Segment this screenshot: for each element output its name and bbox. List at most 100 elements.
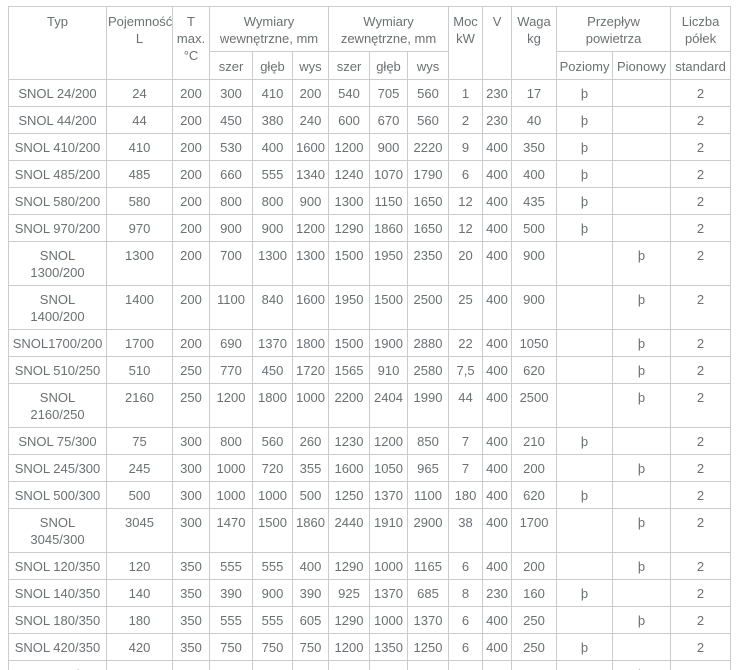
cell-pionowy [612,187,672,215]
cell-wewn-wys: 1860 [292,508,329,553]
cell-v: 230 [482,79,513,107]
cell-v: 400 [482,383,513,428]
cell-zewn-gleb: 1150 [369,187,408,215]
table-row: SNOL 75/300 75 300 800 560 260 1230 1200 850 7 400… [8,427,732,455]
cell-moc: 25 [448,285,484,330]
cell-wewn-wys: 355 [292,454,329,482]
cell-zewn-szer: 2440 [328,508,370,553]
cell-zewn-wys: 1250 [406,633,450,661]
cell-moc: 12 [448,187,484,215]
cell-wewn-wys: 1000 [292,383,329,428]
cell-zewn-gleb: 1370 [369,481,408,509]
table-row: SNOL 180/350 180 350 555 555 605 1290 1000 1370 6… [8,606,732,634]
cell-poziomy: þ [556,79,614,107]
cell-zewn-szer: 1730 [328,660,370,670]
cell-pionowy [612,160,672,188]
cell-typ: SNOL 2160/250 [8,383,107,428]
cell-poziomy: þ [556,481,614,509]
cell-zewn-wys: 965 [406,454,450,482]
cell-zewn-szer: 1200 [328,633,370,661]
cell-zewn-gleb: 1350 [369,633,408,661]
cell-polki: 2 [670,552,732,580]
cell-typ: SNOL 140/350 [8,579,107,607]
col-header-waga: Waga kg [511,6,558,80]
cell-pojemnosc: 420 [106,633,173,661]
cell-t-max: 350 [172,552,210,580]
cell-wewn-gleb: 1000 [252,481,293,509]
cell-v: 400 [482,481,513,509]
cell-zewn-gleb: 1070 [369,160,408,188]
col-group-przeplyw-powietrza: Przepływ powietrza [556,6,672,52]
cell-v: 400 [482,187,513,215]
cell-poziomy: þ [556,133,614,161]
cell-pojemnosc: 970 [106,214,173,242]
cell-wewn-wys: 1300 [292,241,329,286]
cell-zewn-szer: 1290 [328,214,370,242]
cell-t-max: 200 [172,329,210,357]
cell-waga: 2500 [511,383,558,428]
cell-typ: SNOL 1300/200 [8,241,107,286]
cell-wewn-gleb: 400 [252,133,293,161]
cell-zewn-szer: 1290 [328,606,370,634]
cell-zewn-wys: 1650 [406,187,450,215]
table-row: SNOL 420/350 420 350 750 750 750 1200 1350 1250 6… [8,633,732,661]
cell-pojemnosc: 485 [106,160,173,188]
cell-moc: 6 [448,606,484,634]
col-header-wewn-szer: szer [209,51,253,80]
table-row: SNOL 3045/300 3045 300 1470 1500 1860 2440 1910… [8,508,732,553]
cell-polki: 2 [670,329,732,357]
col-header-zewn-gleb: głęb [369,51,408,80]
cell-pionowy [612,427,672,455]
cell-moc: 6 [448,160,484,188]
cell-wewn-gleb: 1500 [252,508,293,553]
col-header-typ: Typ [8,6,107,80]
cell-wewn-gleb: 900 [252,214,293,242]
cell-pojemnosc: 180 [106,606,173,634]
cell-zewn-wys: 1990 [406,383,450,428]
cell-wewn-szer: 660 [209,160,253,188]
col-header-moc: Moc kW [448,6,484,80]
cell-waga: 250 [511,633,558,661]
cell-zewn-gleb: 1950 [369,241,408,286]
cell-v: 400 [482,552,513,580]
cell-moc: 7,5 [448,356,484,384]
cell-zewn-wys: 2220 [406,133,450,161]
cell-wewn-wys: 390 [292,579,329,607]
cell-typ: SNOL 510/250 [8,356,107,384]
cell-wewn-szer: 1000 [209,454,253,482]
cell-waga: 900 [511,241,558,286]
cell-v: 230 [482,579,513,607]
cell-zewn-gleb: 1420 [369,660,408,670]
cell-wewn-wys: 605 [292,606,329,634]
cell-pojemnosc: 140 [106,579,173,607]
cell-waga: 210 [511,427,558,455]
col-header-t-max: T max. °C [172,6,210,80]
header-row-groups: Typ Pojemność L T max. °C Wymiary wewnęt… [8,6,732,80]
cell-t-max: 300 [172,508,210,553]
cell-zewn-gleb: 900 [369,133,408,161]
cell-zewn-szer: 1950 [328,285,370,330]
cell-zewn-gleb: 670 [369,106,408,134]
cell-wewn-szer: 800 [209,187,253,215]
cell-pojemnosc: 970 [106,660,173,670]
cell-moc: 2 [448,106,484,134]
cell-v: 400 [482,660,513,670]
cell-v: 400 [482,454,513,482]
cell-wewn-wys: 1200 [292,214,329,242]
cell-wewn-szer: 700 [209,241,253,286]
cell-v: 230 [482,106,513,134]
cell-zewn-wys: 2500 [406,285,450,330]
cell-v: 400 [482,160,513,188]
cell-zewn-wys: 2580 [406,356,450,384]
col-header-poziomy: Poziomy [556,51,614,80]
cell-t-max: 350 [172,606,210,634]
cell-wewn-wys: 1600 [292,133,329,161]
cell-wewn-gleb: 410 [252,79,293,107]
cell-t-max: 200 [172,285,210,330]
cell-v: 400 [482,214,513,242]
cell-polki: 2 [670,187,732,215]
cell-wewn-gleb: 900 [252,579,293,607]
cell-t-max: 200 [172,187,210,215]
table-row: SNOL 44/200 44 200 450 380 240 600 670 560 2 230 40… [8,106,732,134]
